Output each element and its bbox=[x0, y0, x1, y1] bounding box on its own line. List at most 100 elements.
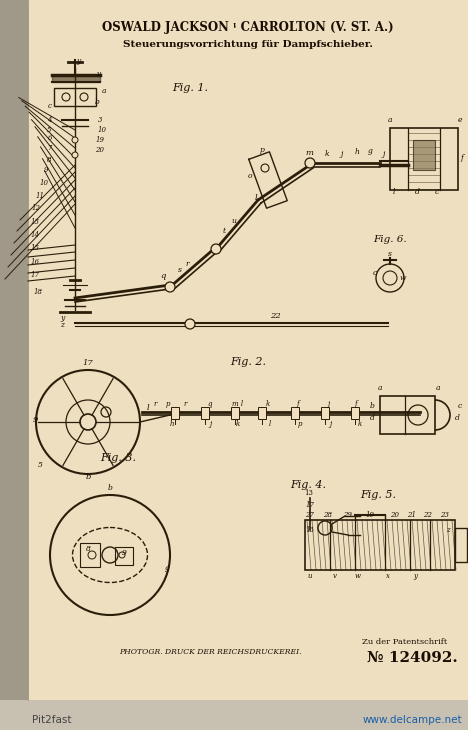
Text: Steuerungsvorrichtung für Dampfschieber.: Steuerungsvorrichtung für Dampfschieber. bbox=[123, 39, 373, 48]
Text: f: f bbox=[355, 400, 357, 408]
Circle shape bbox=[165, 282, 175, 292]
Text: k: k bbox=[325, 150, 329, 158]
Bar bbox=[115, 547, 133, 565]
Text: j: j bbox=[340, 150, 343, 158]
Bar bbox=[258, 407, 266, 419]
Text: y: y bbox=[60, 314, 64, 322]
Text: 7: 7 bbox=[47, 144, 51, 152]
Text: m l: m l bbox=[233, 400, 243, 408]
Bar bbox=[201, 407, 209, 419]
Text: 27: 27 bbox=[306, 511, 314, 519]
Text: 5: 5 bbox=[38, 461, 43, 469]
Text: c: c bbox=[48, 102, 52, 110]
Text: l: l bbox=[255, 194, 257, 202]
Text: k: k bbox=[266, 400, 270, 408]
Text: www.delcampe.net: www.delcampe.net bbox=[362, 715, 462, 725]
Text: 9: 9 bbox=[122, 549, 126, 557]
Text: j: j bbox=[209, 420, 211, 428]
Text: k: k bbox=[236, 420, 240, 428]
Text: j: j bbox=[327, 400, 329, 408]
Text: z: z bbox=[446, 526, 450, 534]
Text: a: a bbox=[436, 384, 440, 392]
Text: Fig. 5.: Fig. 5. bbox=[360, 490, 396, 500]
Text: z: z bbox=[60, 321, 64, 329]
Bar bbox=[0, 0, 28, 700]
Text: 29: 29 bbox=[344, 511, 352, 519]
Text: r: r bbox=[183, 400, 187, 408]
Text: d: d bbox=[455, 414, 460, 422]
Text: 13: 13 bbox=[304, 489, 313, 497]
Text: 10: 10 bbox=[97, 126, 107, 134]
Text: s: s bbox=[178, 266, 182, 274]
Bar bbox=[231, 407, 239, 419]
Circle shape bbox=[72, 152, 78, 158]
Text: g: g bbox=[368, 147, 373, 155]
Bar bbox=[321, 407, 329, 419]
Text: 28: 28 bbox=[323, 511, 332, 519]
Bar bbox=[171, 407, 179, 419]
Text: 9: 9 bbox=[44, 166, 48, 174]
Text: p: p bbox=[298, 420, 302, 428]
Text: b: b bbox=[85, 473, 91, 481]
Text: 17: 17 bbox=[30, 271, 39, 279]
Text: w: w bbox=[355, 572, 361, 580]
Text: r: r bbox=[154, 400, 157, 408]
Text: f: f bbox=[460, 154, 463, 162]
Text: 11: 11 bbox=[36, 192, 44, 200]
Text: 3: 3 bbox=[98, 116, 102, 124]
Text: 19: 19 bbox=[95, 136, 104, 144]
Text: c: c bbox=[458, 402, 462, 410]
Text: 6: 6 bbox=[48, 134, 52, 142]
Text: 17: 17 bbox=[83, 359, 94, 367]
Text: 10: 10 bbox=[39, 179, 49, 187]
Text: l: l bbox=[269, 420, 271, 428]
Text: Fig. 4.: Fig. 4. bbox=[290, 480, 326, 490]
Bar bbox=[80, 543, 100, 567]
Text: 15: 15 bbox=[30, 244, 39, 252]
Bar bbox=[351, 407, 359, 419]
Text: p: p bbox=[166, 400, 170, 408]
Text: r: r bbox=[185, 260, 189, 268]
Text: h: h bbox=[355, 148, 360, 156]
Text: c: c bbox=[435, 188, 439, 196]
Text: w: w bbox=[400, 274, 407, 282]
Text: 5: 5 bbox=[47, 126, 51, 134]
Text: 17: 17 bbox=[306, 501, 314, 509]
Bar bbox=[305, 520, 455, 570]
Text: d: d bbox=[370, 414, 375, 422]
Text: s: s bbox=[388, 250, 392, 258]
Text: 20: 20 bbox=[390, 511, 400, 519]
Text: 22: 22 bbox=[424, 511, 432, 519]
Text: v: v bbox=[333, 572, 337, 580]
Text: g: g bbox=[165, 564, 170, 572]
Text: Fig. 6.: Fig. 6. bbox=[373, 236, 407, 245]
Text: t: t bbox=[223, 227, 226, 235]
Text: 8: 8 bbox=[47, 156, 51, 164]
Text: Zu der Patentschrift: Zu der Patentschrift bbox=[362, 638, 447, 646]
Text: j: j bbox=[329, 420, 331, 428]
Text: 13: 13 bbox=[305, 526, 314, 534]
Bar bbox=[54, 88, 96, 106]
Bar bbox=[413, 140, 435, 170]
Text: h: h bbox=[170, 420, 174, 428]
Text: 13: 13 bbox=[30, 218, 39, 226]
Text: Fig. 1.: Fig. 1. bbox=[172, 83, 208, 93]
Text: l: l bbox=[393, 188, 395, 196]
Text: u: u bbox=[308, 572, 312, 580]
Text: k: k bbox=[358, 420, 362, 428]
Text: f: f bbox=[297, 400, 300, 408]
Bar bbox=[455, 528, 467, 562]
Text: 18: 18 bbox=[34, 288, 43, 296]
Text: p: p bbox=[260, 146, 265, 154]
Text: c: c bbox=[373, 269, 377, 277]
Text: a: a bbox=[102, 87, 106, 95]
Text: 20: 20 bbox=[95, 146, 104, 154]
Text: m: m bbox=[305, 149, 313, 157]
Bar bbox=[291, 407, 299, 419]
Text: a: a bbox=[388, 116, 393, 124]
Text: y: y bbox=[76, 57, 80, 65]
Circle shape bbox=[305, 158, 315, 168]
Text: u: u bbox=[231, 217, 236, 225]
Text: 8: 8 bbox=[86, 545, 90, 553]
Text: OSWALD JACKSON ᵎ CARROLTON (V. ST. A.): OSWALD JACKSON ᵎ CARROLTON (V. ST. A.) bbox=[102, 21, 394, 34]
